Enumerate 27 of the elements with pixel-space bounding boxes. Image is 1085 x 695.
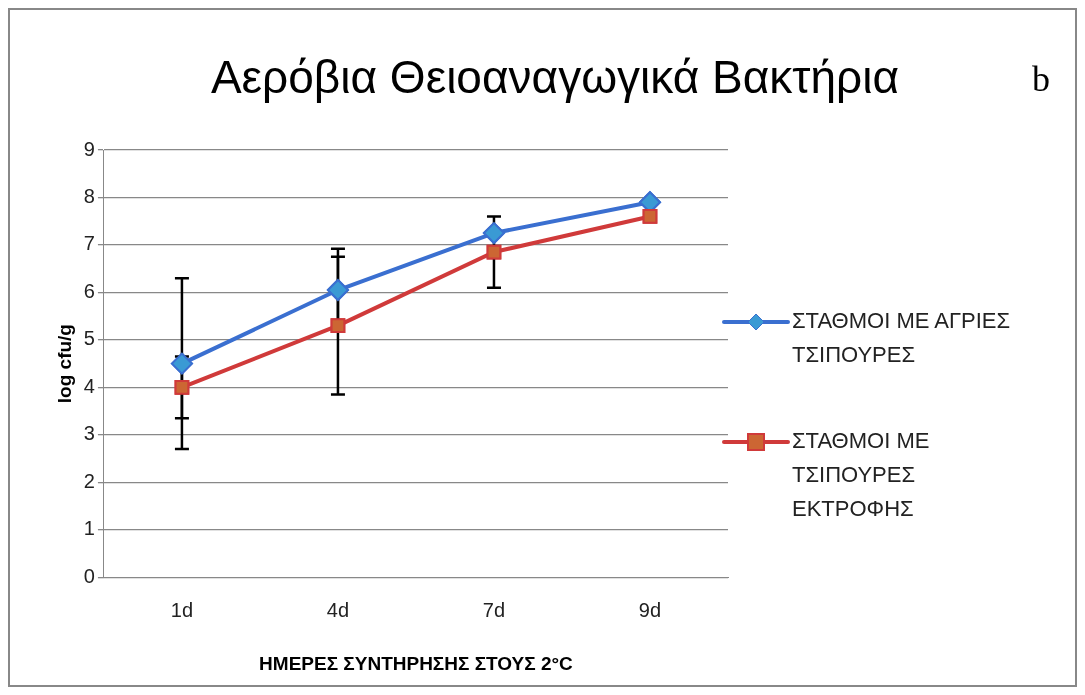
y-tick-label: 9: [83, 137, 95, 160]
point: [326, 279, 349, 302]
y-axis-title: log cfu/g: [53, 324, 75, 404]
legend-label: ΣΤΑΘΜΟΙ ΜΕ ΤΣΙΠΟΥΡΕΣ ΕΚΤΡΟΦΗΣ: [792, 427, 931, 523]
x-tick-label: 9d: [638, 598, 662, 621]
point: [642, 209, 658, 224]
text: b: [1032, 58, 1050, 100]
y-tick-label: 0: [83, 564, 95, 587]
y-tick-label: 2: [83, 469, 95, 492]
point: [482, 222, 505, 245]
x-tick-label: 7d: [482, 598, 506, 621]
y-tick-label: 8: [83, 184, 95, 207]
y-tick-label: 6: [83, 279, 95, 302]
y-tick-label: 1: [83, 517, 95, 540]
point: [486, 244, 502, 260]
y-tick-label: 5: [83, 327, 95, 350]
x-tick-label: 4d: [326, 598, 350, 621]
point: [170, 352, 193, 375]
x-axis-title: ΗΜΕΡΕΣ ΣΥΝΤΗΡΗΣΗΣ ΣΤΟΥΣ 2°C: [259, 652, 574, 674]
chart-title: Αερόβια Θειοαναγωγικά Βακτήρια: [210, 51, 900, 103]
x-tick-label: 1d: [170, 598, 194, 621]
point: [174, 379, 190, 395]
y-tick-label: 3: [83, 422, 95, 445]
legend-label: ΣΤΑΘΜΟΙ ΜΕ ΑΓΡΙΕΣ ΤΣΙΠΟΥΡΕΣ: [792, 307, 1012, 369]
point: [330, 318, 346, 333]
y-tick-label: 7: [83, 232, 95, 255]
y-tick-label: 4: [83, 374, 95, 397]
